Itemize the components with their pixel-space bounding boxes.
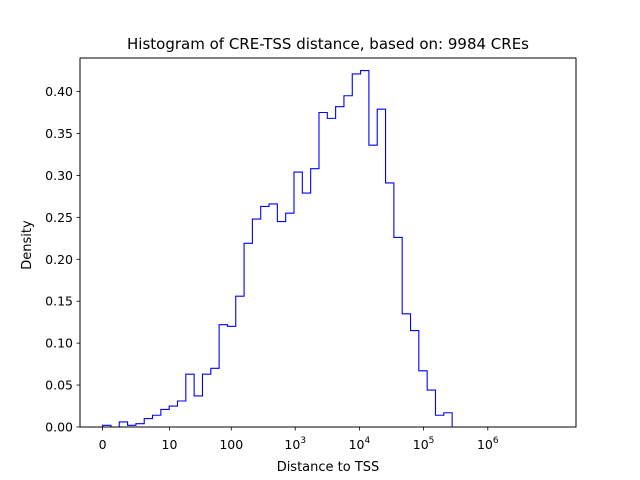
x-tick-label: 10 <box>162 437 178 452</box>
y-tick-label: 0.15 <box>45 294 73 309</box>
y-tick-label: 0.05 <box>45 378 73 393</box>
y-tick-label: 0.20 <box>45 252 73 267</box>
axes-frame <box>79 57 577 428</box>
y-tick-label: 0.00 <box>45 420 73 435</box>
x-axis-title: Distance to TSS <box>277 460 380 475</box>
y-tick-label: 0.35 <box>45 126 73 141</box>
y-tick-label: 0.10 <box>45 336 73 351</box>
chart-title: Histogram of CRE-TSS distance, based on:… <box>127 35 529 53</box>
y-tick-label: 0.40 <box>45 84 73 99</box>
x-axis: 0 10 100 103 104 105 106 <box>99 427 499 452</box>
x-tick-label: 100 <box>219 437 243 452</box>
y-axis-title: Density <box>20 220 35 270</box>
y-tick-label: 0.25 <box>45 210 73 225</box>
x-tick-label: 0 <box>99 437 107 452</box>
histogram-step-line <box>102 70 552 428</box>
plot-area <box>102 70 552 428</box>
y-tick-label: 0.30 <box>45 168 73 183</box>
y-axis: 0.00 0.05 0.10 0.15 0.20 0.25 0.30 0.35 0.40 <box>45 84 80 435</box>
